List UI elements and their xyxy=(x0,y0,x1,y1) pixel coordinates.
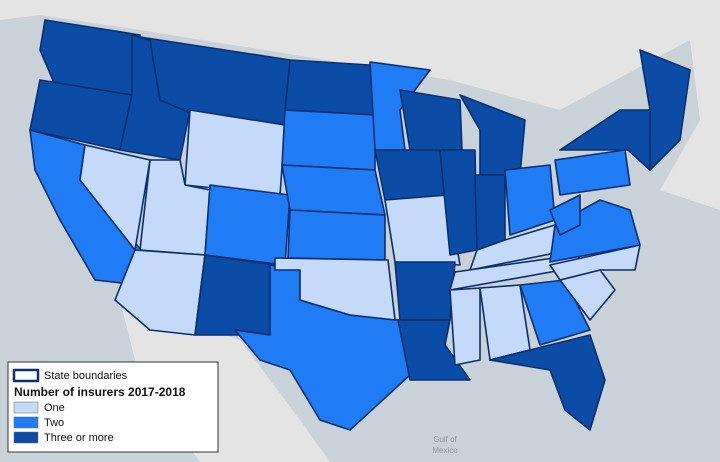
state xyxy=(114,249,206,336)
states xyxy=(29,19,691,431)
state xyxy=(474,174,506,251)
state xyxy=(549,194,581,236)
canada xyxy=(0,0,720,210)
legend-swatch xyxy=(13,431,39,444)
legend-swatch xyxy=(13,401,39,414)
sea-label: Mexico xyxy=(432,446,458,455)
legend-box xyxy=(7,361,219,453)
legend-label: Three or more xyxy=(44,432,114,444)
state xyxy=(449,287,481,366)
legend-title: Number of insurers 2017-2018 xyxy=(14,385,186,399)
legend-label: State boundaries xyxy=(44,370,128,382)
legend-swatch xyxy=(13,416,39,429)
state xyxy=(194,254,276,336)
legend: State boundaries Number of insurers 2017… xyxy=(7,361,219,453)
legend-label: Two xyxy=(44,417,64,429)
state xyxy=(399,89,463,151)
state xyxy=(554,149,631,196)
state xyxy=(274,257,396,321)
state xyxy=(284,59,376,116)
state xyxy=(281,164,386,216)
state xyxy=(184,109,286,196)
state xyxy=(394,261,456,321)
state xyxy=(369,61,431,151)
state xyxy=(281,109,376,171)
state xyxy=(204,184,291,266)
legend-items: One Two Three or more xyxy=(13,401,114,444)
legend-swatch xyxy=(12,368,40,383)
state xyxy=(639,49,691,171)
legend-label: One xyxy=(44,402,65,414)
state xyxy=(384,194,461,266)
state xyxy=(287,209,386,261)
sea-label: Gulf of xyxy=(433,435,457,444)
state xyxy=(489,334,606,431)
state xyxy=(374,149,449,201)
